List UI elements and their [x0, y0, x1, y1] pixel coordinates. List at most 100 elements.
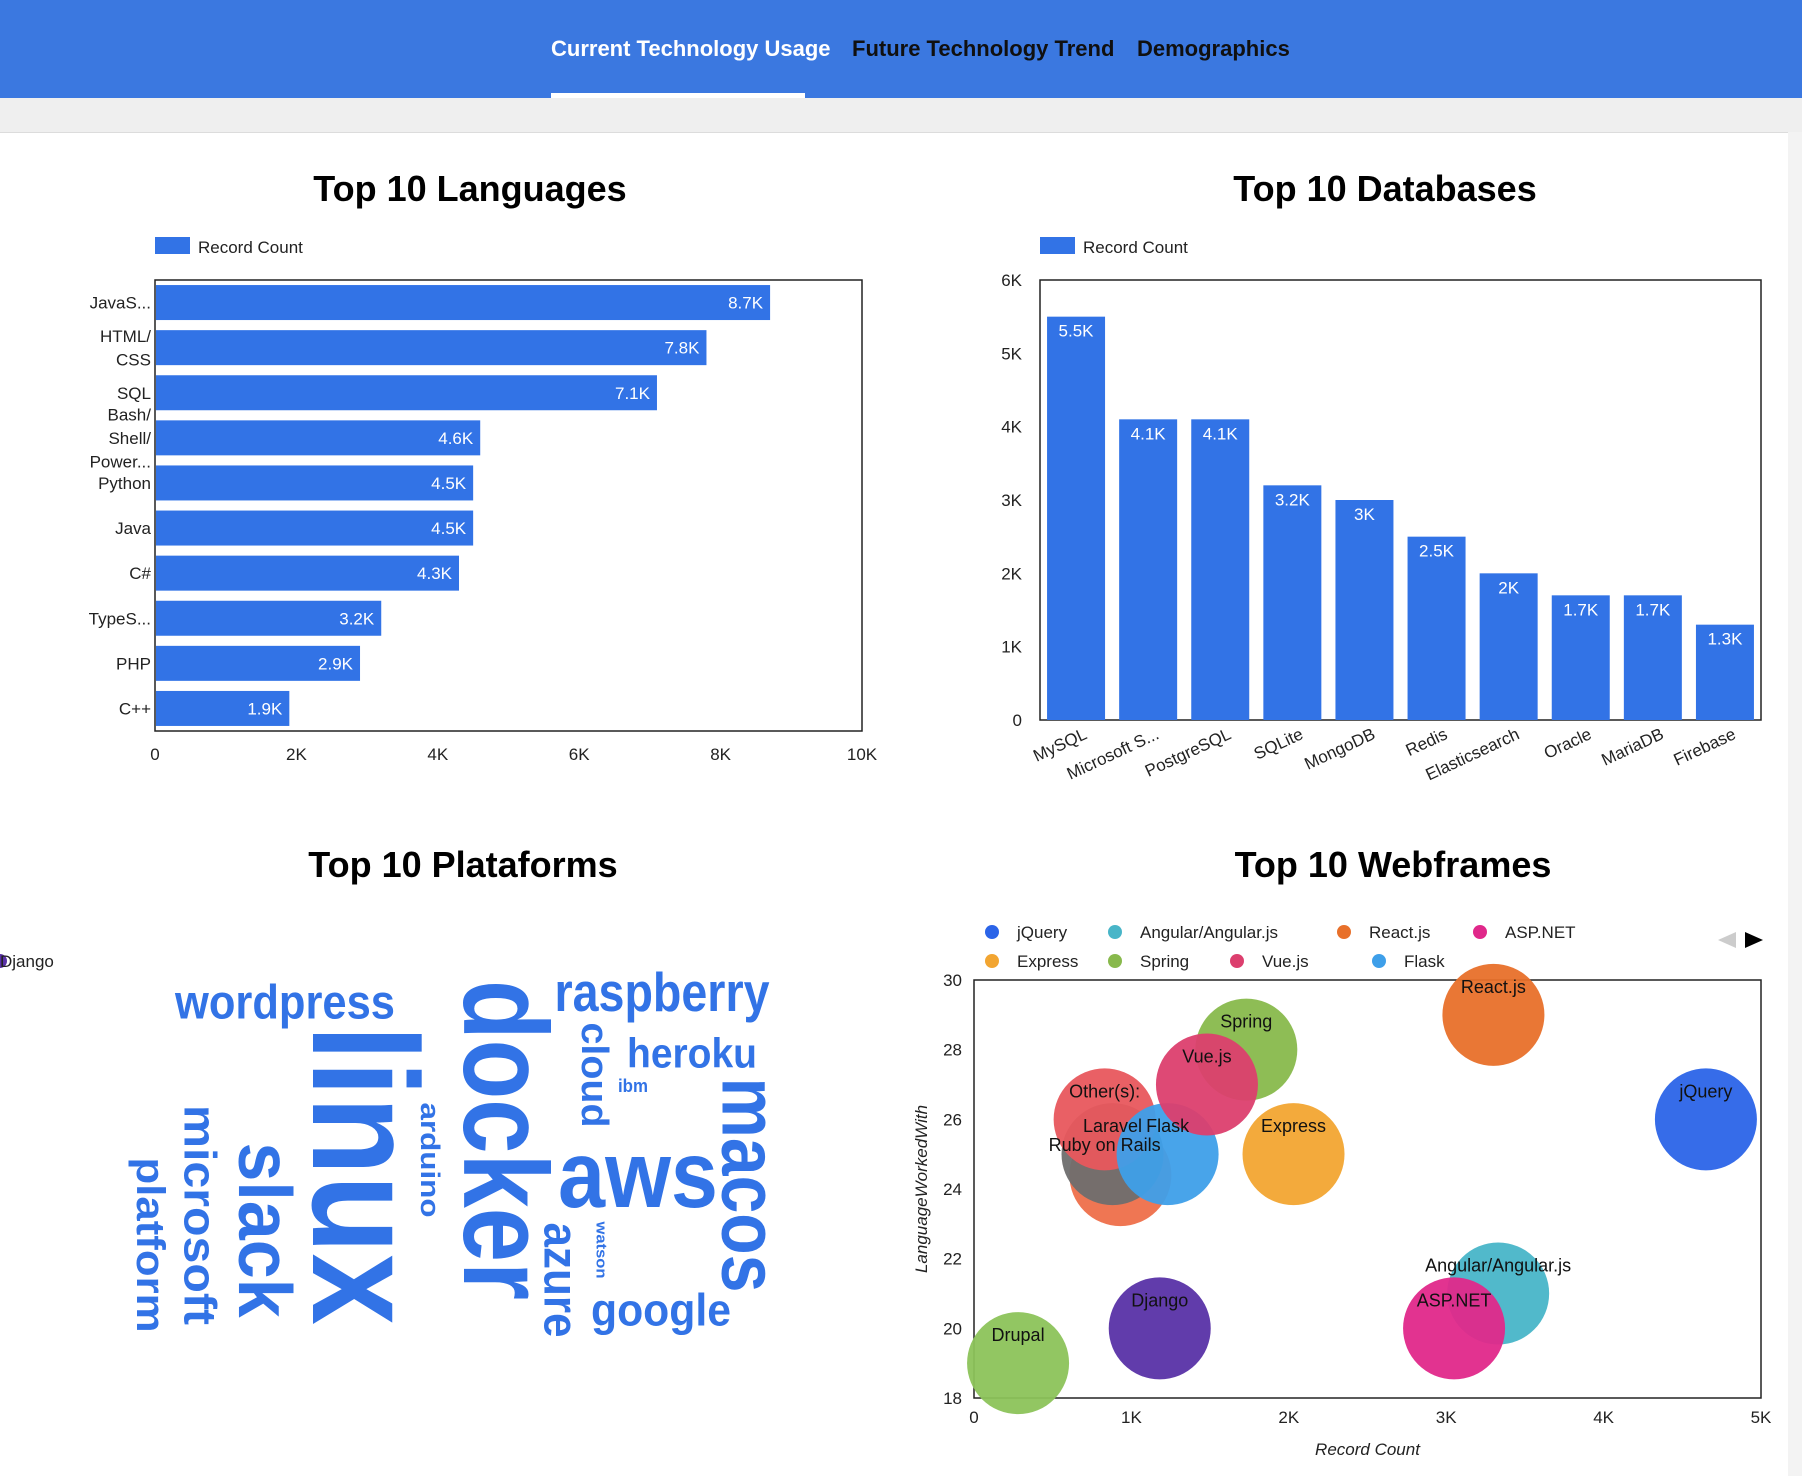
- bubble-label: Angular/Angular.js: [1425, 1256, 1571, 1276]
- legend-marker: [1108, 925, 1122, 939]
- data-label: 7.1K: [615, 384, 651, 403]
- legend-marker: [1230, 954, 1244, 968]
- bubble-label: Django: [1131, 1290, 1188, 1310]
- tab-demographics[interactable]: Demographics: [1137, 36, 1290, 61]
- word-google: google: [591, 1285, 731, 1336]
- word: ibm: [618, 1076, 648, 1096]
- data-label: 2.5K: [1419, 542, 1455, 561]
- bar: [1623, 595, 1682, 720]
- y-axis-title: LanguageWorkedWith: [912, 1105, 931, 1273]
- category-label: TypeS...: [89, 609, 151, 628]
- word-platform: platform: [128, 1158, 172, 1333]
- bubble-label: React.js: [1461, 977, 1526, 997]
- bar: [156, 465, 474, 501]
- x-tick-label: 3K: [1436, 1408, 1457, 1427]
- data-label: 1.7K: [1563, 600, 1599, 619]
- webframes-chart-title: Top 10 Webframes: [1234, 844, 1552, 885]
- bar: [1119, 419, 1178, 720]
- languages-chart-title: Top 10 Languages: [313, 168, 627, 209]
- legend-label: React.js: [1369, 923, 1430, 942]
- category-label: Firebase: [1671, 724, 1739, 769]
- bar: [1695, 624, 1754, 720]
- bubble: [1442, 963, 1545, 1066]
- bar: [1479, 573, 1538, 720]
- plot-frame: [973, 979, 1762, 1399]
- x-tick-label: 1K: [1121, 1408, 1142, 1427]
- legend-marker: [1337, 925, 1351, 939]
- data-label: 4.1K: [1131, 424, 1167, 443]
- legend-label: ASP.NET: [1505, 923, 1576, 942]
- legend-swatch: [155, 237, 190, 254]
- legend-prev-icon[interactable]: [1718, 932, 1736, 948]
- legend-marker: [1473, 925, 1487, 939]
- bar: [1191, 419, 1250, 720]
- word: azure: [534, 1223, 587, 1338]
- word-slack: slack: [223, 1143, 307, 1318]
- word-ibm: ibm: [618, 1076, 648, 1096]
- legend-label: Vue.js: [1262, 952, 1309, 971]
- data-label: 3K: [1354, 505, 1375, 524]
- data-label: 5.5K: [1059, 322, 1095, 341]
- data-label: 2.9K: [318, 654, 354, 673]
- bar: [156, 375, 657, 411]
- data-label: 7.8K: [664, 339, 700, 358]
- bubble: [1108, 1277, 1211, 1380]
- word: wordpress: [174, 977, 395, 1030]
- legend-marker: [0, 954, 7, 968]
- tab-current-technology-usage[interactable]: Current Technology Usage: [551, 36, 831, 61]
- legend-swatch: [1040, 237, 1075, 254]
- word: arduino: [415, 1103, 445, 1218]
- data-label: 4.5K: [431, 474, 467, 493]
- legend-next-icon[interactable]: [1745, 932, 1763, 948]
- category-label: Shell/: [108, 429, 151, 448]
- word: linux: [281, 1025, 449, 1325]
- category-label: Bash/: [108, 405, 152, 424]
- y-tick-label: 20: [943, 1319, 962, 1338]
- y-tick-label: 3K: [1001, 491, 1022, 510]
- bubble-label: Vue.js: [1182, 1047, 1231, 1067]
- category-label: JavaS...: [90, 294, 151, 313]
- filter-strip: [0, 98, 1802, 133]
- legend-label: Spring: [1140, 952, 1189, 971]
- data-label: 8.7K: [728, 294, 764, 313]
- y-tick-label: 30: [943, 971, 962, 990]
- bubble-label: jQuery: [1678, 1081, 1732, 1101]
- x-tick-label: 2K: [1278, 1408, 1299, 1427]
- word: microsoft: [175, 1105, 226, 1325]
- platforms-chart-title: Top 10 Plataforms: [308, 844, 618, 885]
- category-label: MariaDB: [1599, 724, 1667, 769]
- data-label: 2K: [1498, 578, 1519, 597]
- word-arduino: arduino: [415, 1103, 445, 1218]
- x-tick-label: 0: [150, 745, 159, 764]
- word-raspberry: raspberry: [555, 961, 770, 1023]
- x-tick-label: 4K: [1593, 1408, 1614, 1427]
- word: slack: [223, 1143, 307, 1318]
- bar: [156, 510, 474, 546]
- bar: [156, 330, 707, 366]
- y-tick-label: 6K: [1001, 271, 1022, 290]
- category-label: SQLite: [1251, 724, 1306, 763]
- data-label: 3.2K: [1275, 490, 1311, 509]
- category-label: HTML/: [100, 327, 151, 346]
- bubble-label: Laravel: [1083, 1116, 1142, 1136]
- bubble-label: ASP.NET: [1417, 1290, 1492, 1310]
- y-tick-label: 18: [943, 1389, 962, 1408]
- x-axis-title: Record Count: [1315, 1440, 1421, 1459]
- bar: [1551, 595, 1610, 720]
- y-tick-label: 2K: [1001, 564, 1022, 583]
- bubble: [1403, 1277, 1506, 1380]
- data-label: 4.6K: [438, 429, 474, 448]
- plot-frame: [154, 279, 863, 732]
- category-label: Power...: [90, 452, 151, 471]
- bar: [156, 690, 290, 726]
- y-tick-label: 4K: [1001, 418, 1022, 437]
- tab-future-technology-trend[interactable]: Future Technology Trend: [852, 36, 1115, 61]
- bar: [1263, 485, 1322, 720]
- y-tick-label: 28: [943, 1041, 962, 1060]
- word-watson: watson: [593, 1220, 610, 1278]
- vertical-scrollbar[interactable]: [1788, 132, 1802, 1476]
- legend-label: Angular/Angular.js: [1140, 923, 1278, 942]
- bar: [156, 285, 771, 321]
- legend-label: Express: [1017, 952, 1078, 971]
